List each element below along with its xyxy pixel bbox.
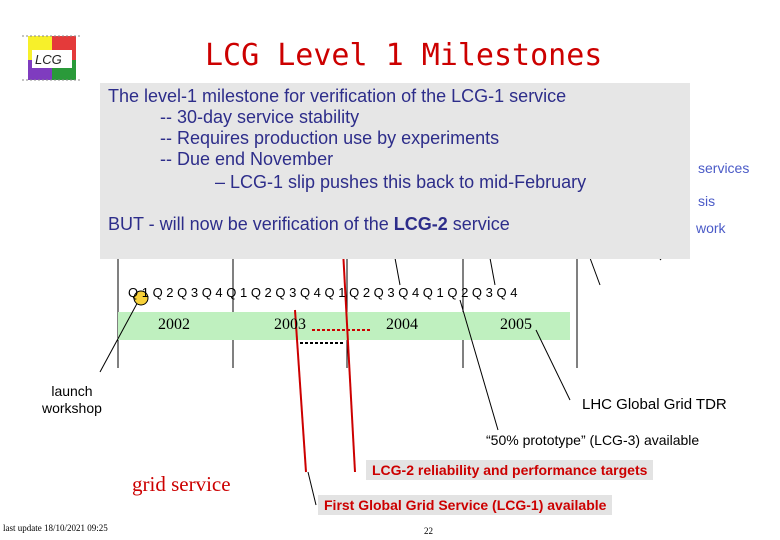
- last-update: last update 18/10/2021 09:25: [3, 523, 108, 533]
- grid-service-label: grid service: [132, 472, 231, 496]
- svg-text:LCG: LCG: [35, 52, 62, 67]
- quarter-row: Q 1 Q 2 Q 3 Q 4 Q 1 Q 2 Q 3 Q 4 Q 1 Q 2 …: [128, 285, 518, 300]
- page-title: LCG Level 1 Milestones: [205, 38, 603, 73]
- year-label: 2003: [274, 316, 306, 333]
- milestone-50-prototype: “50% prototype” (LCG-3) available: [486, 432, 700, 448]
- lcg-logo-icon: LCG: [22, 35, 82, 81]
- callout-box: The level-1 milestone for verification o…: [100, 83, 690, 259]
- callout-line-1: The level-1 milestone for verification o…: [108, 86, 567, 106]
- callout-line-6-prefix: BUT - will now be verification of the: [108, 214, 394, 234]
- callout-line-6: BUT - will now be verification of the LC…: [108, 214, 510, 235]
- milestone-lcg1-available: First Global Grid Service (LCG-1) availa…: [318, 495, 613, 515]
- year-label: 2004: [386, 316, 418, 333]
- side-label-work: work: [696, 220, 726, 236]
- callout-line-4: -- Due end November: [160, 149, 334, 169]
- callout-line-6-bold: LCG-2: [393, 214, 448, 234]
- year-label: 2002: [158, 316, 190, 333]
- callout-line-6-suffix: service: [447, 214, 510, 234]
- milestone-launch-workshop: launch workshop: [42, 383, 102, 416]
- year-band: [118, 312, 570, 340]
- side-label-sis: sis: [698, 193, 716, 209]
- milestone-lcg2-targets: LCG-2 reliability and performance target…: [366, 460, 654, 480]
- callout-line-3: -- Requires production use by experiment…: [160, 128, 500, 148]
- callout-line-5: – LCG-1 slip pushes this back to mid-Feb…: [215, 172, 587, 192]
- page-number: 22: [424, 526, 433, 536]
- side-label-services: services: [698, 160, 750, 176]
- milestone-lhc-tdr: LHC Global Grid TDR: [582, 396, 727, 413]
- callout-line-2: -- 30-day service stability: [160, 107, 360, 127]
- lcg-logo: LCG: [22, 32, 82, 82]
- year-label: 2005: [500, 316, 532, 333]
